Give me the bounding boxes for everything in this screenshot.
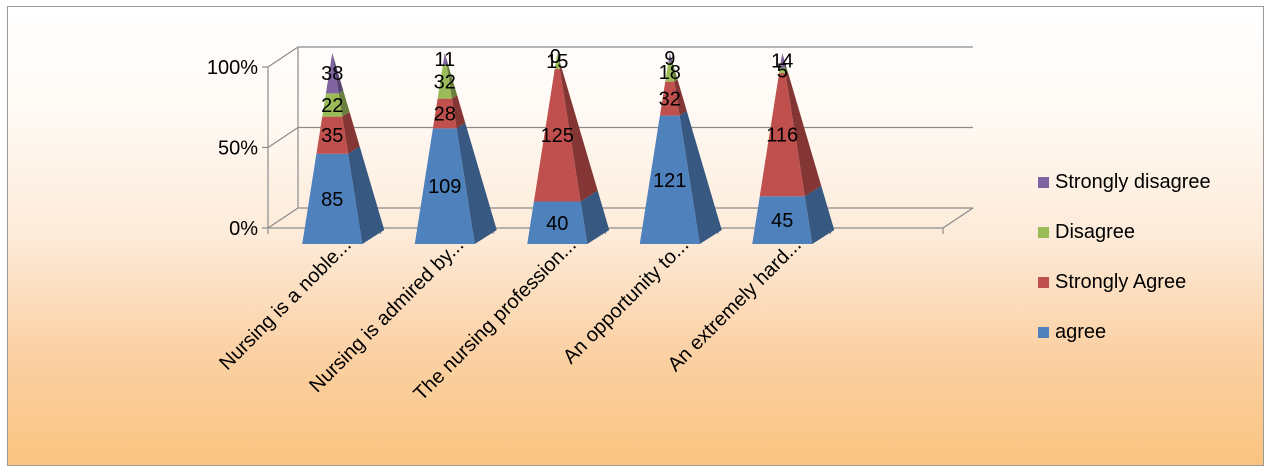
pyramid-2-agree-side: [456, 122, 497, 244]
chart-area: 0% 50% 100% 85 35 22 38 Nursing is a noble... 10…: [7, 6, 1264, 466]
pyramid-1-strongly-disagree-side: [332, 53, 344, 94]
pyramid-1-disagree-side: [338, 90, 350, 117]
floor-right-edge: [942, 207, 974, 229]
legend-swatch-disagree: [1038, 226, 1049, 238]
legend-label-strongly-agree: Strongly Agree: [1055, 270, 1187, 293]
x-tick-label-4: An opportunity to...: [559, 234, 693, 368]
data-label-2-strongly-disagree: 11: [434, 49, 455, 71]
pyramid-5-strongly-agree-segment: [759, 73, 805, 197]
legend-swatch-strongly-agree: [1038, 276, 1049, 288]
pyramid-2-strongly-disagree-segment: [442, 53, 447, 65]
data-label-4-strongly-agree: 32: [659, 89, 681, 111]
pyramid-3-agree-side: [580, 190, 610, 244]
pyramid-3-strongly-agree-segment: [533, 68, 581, 202]
data-label-2-strongly-agree: 28: [434, 103, 456, 125]
pyramid-5-disagree-side: [784, 66, 788, 74]
pyramid-2-disagree-segment: [437, 64, 452, 99]
gridline-side-1: [267, 127, 299, 148]
y-tick-label-1: 50%: [218, 138, 258, 160]
pyramid-4-strongly-agree-side: [674, 79, 687, 116]
pyramid-4-strongly-disagree-segment: [668, 53, 672, 63]
pyramid-2-strongly-disagree-side: [444, 53, 448, 65]
legend-item-strongly-disagree: Strongly disagree: [1038, 157, 1211, 207]
pyramid-4-strongly-agree-segment: [659, 81, 680, 116]
legend: Strongly disagree Disagree Strongly Agre…: [1038, 157, 1211, 357]
legend-swatch-strongly-disagree: [1038, 176, 1049, 188]
pyramid-5-strongly-disagree-side: [782, 53, 787, 68]
pyramid-5-strongly-agree-side: [785, 71, 822, 197]
pyramid-2-strongly-agree-segment: [432, 98, 457, 129]
data-label-4-disagree: 18: [659, 62, 681, 84]
pyramid-1-agree-segment: [302, 153, 363, 244]
pyramid-1-strongly-disagree-segment: [325, 53, 339, 94]
data-label-1-disagree: 22: [321, 95, 343, 117]
pyramid-1-disagree-segment: [322, 93, 343, 117]
data-label-2-disagree: 32: [434, 72, 456, 94]
data-label-3-strongly-disagree: 0: [550, 46, 561, 68]
data-label-3-strongly-agree: 125: [541, 125, 574, 147]
pyramid-4-strongly-disagree-side: [669, 53, 673, 63]
gridline-side-2: [267, 46, 299, 68]
pyramid-4-agree-side: [679, 111, 722, 245]
pyramid-2-agree-segment: [414, 128, 475, 244]
pyramid-3-disagree-segment: [554, 53, 560, 69]
legend-swatch-agree: [1038, 326, 1049, 338]
pyramid-1-strongly-agree-side: [342, 112, 360, 154]
pyramid-3-agree-segment: [527, 201, 588, 244]
pyramid-2-disagree-side: [446, 63, 458, 99]
data-label-1-strongly-agree: 35: [321, 125, 343, 147]
pyramid-3-strongly-agree-side: [559, 67, 598, 202]
gridline-side-0: [267, 207, 299, 229]
pyramid-4-agree-segment: [639, 115, 700, 244]
y-tick-label-2: 100%: [207, 57, 258, 79]
data-label-5-strongly-disagree: 14: [771, 50, 793, 72]
legend-label-agree: agree: [1055, 320, 1107, 343]
data-label-4-agree: 121: [653, 170, 686, 192]
data-label-4-strongly-disagree: 9: [664, 48, 675, 70]
legend-label-strongly-disagree: Strongly disagree: [1055, 170, 1211, 193]
pyramid-3-disagree-side: [557, 53, 562, 69]
legend-item-agree: agree: [1038, 307, 1211, 357]
legend-item-strongly-agree: Strongly Agree: [1038, 257, 1211, 307]
data-label-1-strongly-disagree: 38: [321, 63, 343, 85]
y-tick-label-0: 0%: [229, 218, 258, 240]
data-label-3-agree: 40: [546, 213, 568, 235]
data-label-5-disagree: 5: [777, 61, 788, 83]
pyramid-1-agree-side: [348, 146, 385, 244]
data-label-5-strongly-agree: 116: [766, 125, 798, 147]
pyramid-5-strongly-disagree-segment: [779, 53, 785, 68]
pyramid-4-disagree-side: [671, 61, 678, 82]
pyramid-5-agree-segment: [752, 196, 813, 244]
data-label-2-agree: 109: [428, 176, 461, 198]
pyramid-2-strongly-agree-side: [451, 95, 466, 129]
data-label-1-agree: 85: [321, 189, 343, 211]
pyramid-5-disagree-segment: [779, 67, 786, 74]
data-label-3-disagree: 15: [546, 51, 568, 73]
legend-item-disagree: Disagree: [1038, 207, 1211, 257]
legend-label-disagree: Disagree: [1055, 220, 1136, 243]
pyramid-1-strongly-agree-segment: [316, 116, 349, 154]
data-label-5-agree: 45: [771, 210, 793, 232]
pyramid-5-agree-side: [804, 185, 835, 244]
